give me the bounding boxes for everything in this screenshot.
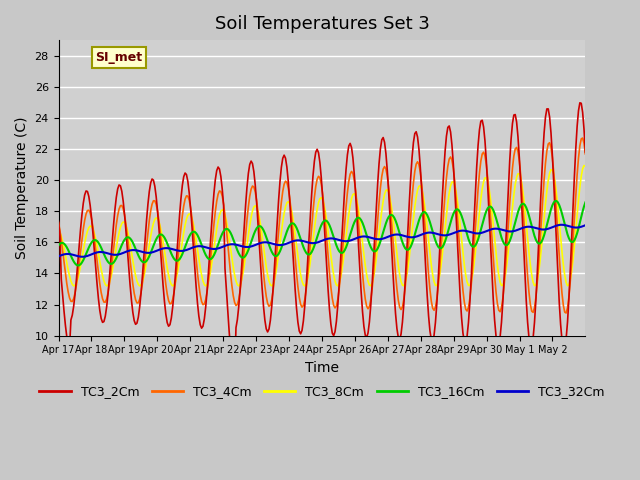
Title: Soil Temperatures Set 3: Soil Temperatures Set 3 — [214, 15, 429, 33]
Legend: TC3_2Cm, TC3_4Cm, TC3_8Cm, TC3_16Cm, TC3_32Cm: TC3_2Cm, TC3_4Cm, TC3_8Cm, TC3_16Cm, TC3… — [35, 380, 609, 403]
Y-axis label: Soil Temperature (C): Soil Temperature (C) — [15, 117, 29, 259]
Text: SI_met: SI_met — [95, 51, 143, 64]
X-axis label: Time: Time — [305, 361, 339, 375]
